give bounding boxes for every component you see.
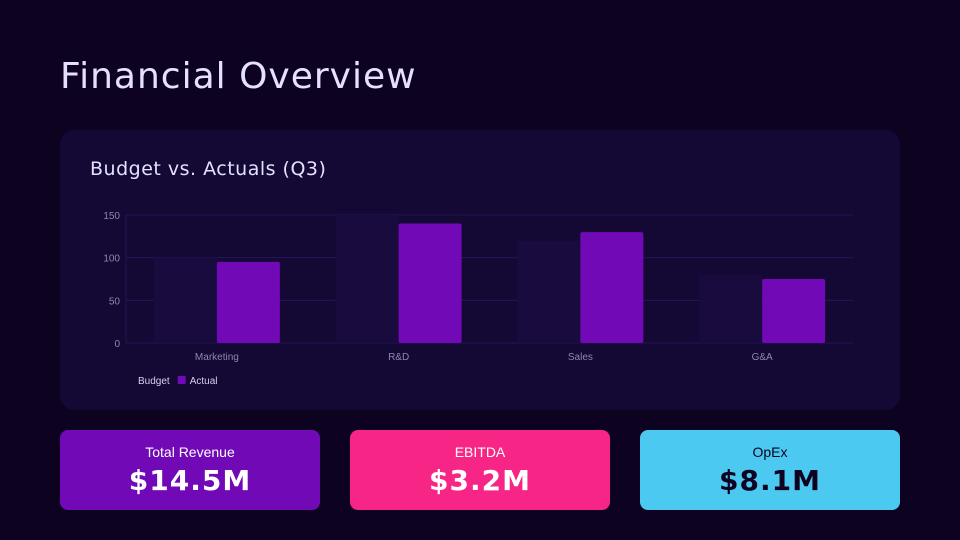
y-tick-label: 150 bbox=[103, 211, 120, 222]
kpi-value: $8.1M bbox=[719, 464, 821, 497]
page-title: Financial Overview bbox=[60, 56, 417, 97]
bar-budget bbox=[335, 215, 399, 343]
kpi-total-revenue: Total Revenue $14.5M bbox=[60, 430, 320, 510]
chart-title: Budget vs. Actuals (Q3) bbox=[90, 158, 327, 180]
bar-budget bbox=[153, 257, 217, 343]
kpi-opex: OpEx $8.1M bbox=[640, 430, 900, 510]
chart-card: Budget vs. Actuals (Q3) 0 50 100 150 Marketi… bbox=[60, 130, 900, 410]
kpi-label: Total Revenue bbox=[145, 444, 235, 460]
x-tick-label: Sales bbox=[568, 352, 593, 363]
legend-swatch-actual bbox=[177, 376, 186, 384]
kpi-value: $14.5M bbox=[128, 464, 252, 497]
bar-budget bbox=[699, 274, 763, 343]
kpi-value: $3.2M bbox=[429, 464, 531, 497]
x-tick-label: R&D bbox=[388, 352, 409, 363]
bar-actual bbox=[216, 261, 280, 343]
bar-actual bbox=[580, 232, 644, 343]
bar-actual bbox=[398, 223, 462, 343]
x-tick-label: G&A bbox=[752, 352, 773, 363]
bar-budget bbox=[517, 240, 581, 343]
kpi-ebitda: EBITDA $3.2M bbox=[350, 430, 610, 510]
y-tick-label: 100 bbox=[103, 254, 120, 265]
y-tick-label: 50 bbox=[109, 296, 121, 307]
legend-label-actual: Actual bbox=[190, 376, 218, 387]
legend-label-budget: Budget bbox=[138, 376, 170, 387]
x-tick-label: Marketing bbox=[195, 352, 239, 363]
y-tick-label: 0 bbox=[114, 339, 120, 350]
bar-actual bbox=[762, 279, 826, 343]
kpi-label: OpEx bbox=[752, 444, 788, 460]
bar-chart: 0 50 100 150 Marketing R&D Sales G&A Budget Actua… bbox=[103, 211, 853, 387]
kpi-label: EBITDA bbox=[454, 444, 506, 460]
